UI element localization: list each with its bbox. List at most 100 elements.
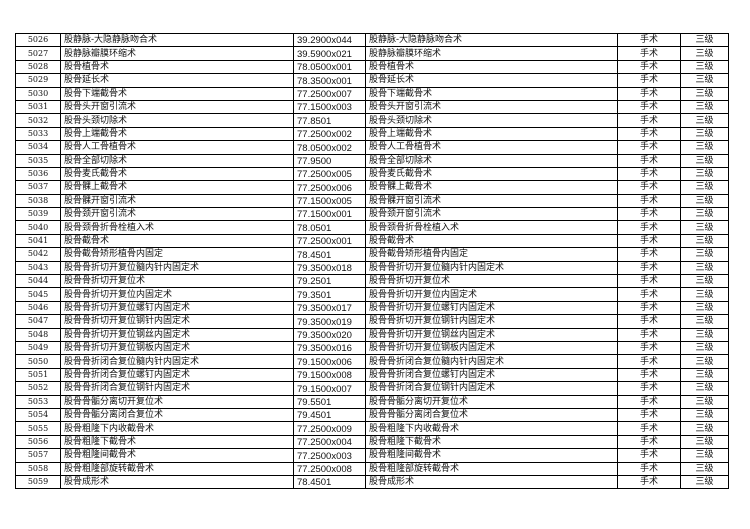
row-number: 5054 [15, 407, 61, 423]
procedure-code: 79.3500x020 [293, 327, 366, 342]
procedure-name: 股骨颈开窗引流术 [60, 207, 294, 222]
procedure-name: 股骨骨折切开复位髓内针内固定术 [60, 260, 294, 276]
procedure-name-standard: 股骨延长术 [365, 73, 618, 88]
row-number: 5052 [15, 381, 61, 396]
category: 手术 [617, 166, 681, 182]
row-number: 5029 [15, 73, 61, 88]
row-number: 5039 [15, 207, 61, 222]
procedure-name-standard: 股骨粗隆间截骨术 [365, 448, 618, 463]
row-number: 5055 [15, 421, 61, 436]
procedure-name: 股骨骨折切开复位钢丝内固定术 [60, 327, 294, 342]
procedure-code: 79.5501 [293, 394, 366, 409]
level: 三级 [680, 99, 729, 115]
row-number: 5034 [15, 140, 61, 155]
level: 三级 [680, 153, 729, 168]
table-row: 5044 股骨骨折切开复位术 79.2501 股骨骨折切开复位术 手术 三级 [15, 274, 729, 289]
row-number: 5031 [15, 99, 61, 115]
row-number: 5045 [15, 287, 61, 302]
level: 三级 [680, 421, 729, 436]
procedure-code: 78.4501 [293, 474, 366, 490]
category: 手术 [617, 46, 681, 61]
table-row: 5048 股骨骨折切开复位钢丝内固定术 79.3500x020 股骨骨折切开复位钢丝内… [15, 327, 729, 342]
level: 三级 [680, 166, 729, 182]
category: 手术 [617, 421, 681, 436]
procedure-name: 股骨髁开窗引流术 [60, 193, 294, 209]
level: 三级 [680, 260, 729, 276]
table-row: 5035 股骨全部切除术 77.9500 股骨全部切除术 手术 三级 [15, 153, 729, 168]
procedure-name-standard: 股骨骨折切开复位钢针内固定术 [365, 314, 618, 329]
row-number: 5058 [15, 461, 61, 476]
table-row: 5054 股骨骨骺分离闭合复位术 79.4501 股骨骨骺分离闭合复位术 手术 三级 [15, 407, 729, 423]
row-number: 5044 [15, 274, 61, 289]
row-number: 5042 [15, 247, 61, 262]
procedure-code: 77.9500 [293, 153, 366, 168]
procedure-name-standard: 股骨上端截骨术 [365, 126, 618, 142]
level: 三级 [680, 340, 729, 356]
procedure-name: 股静脉瓣膜环缩术 [60, 46, 294, 61]
procedure-code: 77.1500x001 [293, 207, 366, 222]
procedure-name: 股骨植骨术 [60, 59, 294, 75]
row-number: 5026 [15, 32, 61, 48]
procedure-name-standard: 股骨骨折闭合复位螺钉内固定术 [365, 367, 618, 383]
level: 三级 [680, 113, 729, 128]
procedure-code: 79.1500x007 [293, 381, 366, 396]
procedure-name-standard: 股骨骨折切开复位髓内针内固定术 [365, 260, 618, 276]
procedure-name: 股骨骨折闭合复位螺钉内固定术 [60, 367, 294, 383]
procedure-name-standard: 股骨头开窗引流术 [365, 99, 618, 115]
procedure-name-standard: 股骨成形术 [365, 474, 618, 490]
category: 手术 [617, 274, 681, 289]
row-number: 5033 [15, 126, 61, 142]
table-row: 5032 股骨头颈切除术 77.8501 股骨头颈切除术 手术 三级 [15, 113, 729, 128]
level: 三级 [680, 233, 729, 249]
level: 三级 [680, 381, 729, 396]
procedure-code: 79.3501 [293, 287, 366, 302]
table-row: 5058 股骨粗隆部旋转截骨术 77.2500x008 股骨粗隆部旋转截骨术 手术 三级 [15, 461, 729, 476]
procedure-name: 股骨骨骺分离闭合复位术 [60, 407, 294, 423]
procedure-name: 股骨颈骨折骨栓植入术 [60, 220, 294, 235]
category: 手术 [617, 233, 681, 249]
category: 手术 [617, 59, 681, 75]
category: 手术 [617, 247, 681, 262]
row-number: 5035 [15, 153, 61, 168]
category: 手术 [617, 474, 681, 490]
table-row: 5047 股骨骨折切开复位钢针内固定术 79.3500x019 股骨骨折切开复位钢针内… [15, 314, 729, 329]
table-row: 5049 股骨骨折切开复位钢板内固定术 79.3500x016 股骨骨折切开复位钢板内… [15, 340, 729, 356]
category: 手术 [617, 99, 681, 115]
procedure-name-standard: 股骨骨折切开复位内固定术 [365, 287, 618, 302]
procedure-name-standard: 股骨粗隆部旋转截骨术 [365, 461, 618, 476]
procedure-code: 79.3500x016 [293, 340, 366, 356]
procedure-code: 77.8501 [293, 113, 366, 128]
category: 手术 [617, 407, 681, 423]
procedure-code: 78.3500x001 [293, 73, 366, 88]
row-number: 5041 [15, 233, 61, 249]
category: 手术 [617, 153, 681, 168]
procedure-name: 股骨成形术 [60, 474, 294, 490]
category: 手术 [617, 260, 681, 276]
table-row: 5050 股骨骨折闭合复位髓内针内固定术 79.1500x006 股骨骨折闭合复位髓内… [15, 354, 729, 369]
table-row: 5030 股骨下端截骨术 77.2500x007 股骨下端截骨术 手术 三级 [15, 86, 729, 101]
procedure-name-standard: 股骨截骨矫形植骨内固定 [365, 247, 618, 262]
category: 手术 [617, 354, 681, 369]
procedure-name: 股骨麦氏截骨术 [60, 166, 294, 182]
table-row: 5026 股静脉-大隐静脉吻合术 39.2900x044 股静脉-大隐静脉吻合术 手术三… [15, 32, 729, 48]
procedure-name: 股骨骨折切开复位钢针内固定术 [60, 314, 294, 329]
procedure-name: 股骨粗隆下截骨术 [60, 434, 294, 450]
procedure-name: 股骨截骨矫形植骨内固定 [60, 247, 294, 262]
category: 手术 [617, 32, 681, 48]
row-number: 5056 [15, 434, 61, 450]
level: 三级 [680, 32, 729, 48]
level: 三级 [680, 59, 729, 75]
level: 三级 [680, 247, 729, 262]
row-number: 5049 [15, 340, 61, 356]
procedure-name: 股骨骨折切开复位内固定术 [60, 287, 294, 302]
row-number: 5048 [15, 327, 61, 342]
level: 三级 [680, 461, 729, 476]
procedure-code: 79.4501 [293, 407, 366, 423]
table-row: 5051 股骨骨折闭合复位螺钉内固定术 79.1500x008 股骨骨折闭合复位螺钉内… [15, 367, 729, 383]
procedure-code: 77.2500x005 [293, 166, 366, 182]
row-number: 5038 [15, 193, 61, 209]
category: 手术 [617, 126, 681, 142]
row-number: 5043 [15, 260, 61, 276]
procedure-name-standard: 股骨骨折闭合复位髓内针内固定术 [365, 354, 618, 369]
category: 手术 [617, 193, 681, 209]
